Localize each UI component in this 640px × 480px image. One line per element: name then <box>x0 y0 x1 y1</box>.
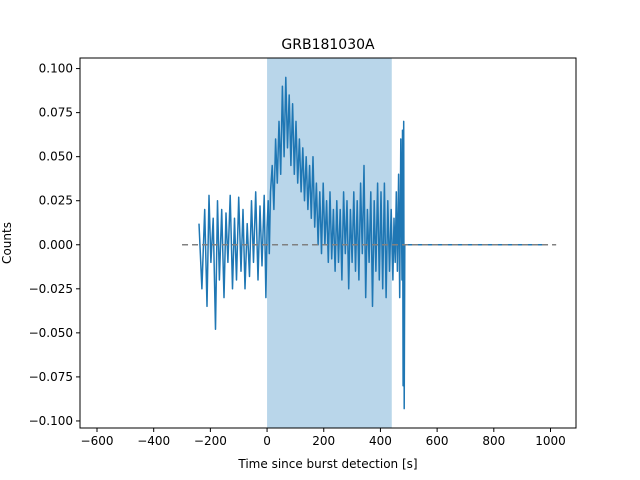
y-tick-label: −0.100 <box>29 414 73 428</box>
plot-area <box>182 58 557 428</box>
x-tick-label: −400 <box>137 434 170 448</box>
axes-frame <box>79 57 577 429</box>
x-axis-label: Time since burst detection [s] <box>237 457 417 471</box>
x-tick-label: 400 <box>369 434 392 448</box>
y-tick-label: −0.075 <box>29 370 73 384</box>
y-axis-label: Counts <box>0 222 14 264</box>
y-tick-label: −0.025 <box>29 282 73 296</box>
x-tick-label: 600 <box>426 434 449 448</box>
series-line-0 <box>198 76 545 410</box>
y-tick-label: −0.050 <box>29 326 73 340</box>
y-tick-label: 0.025 <box>39 194 73 208</box>
x-tick-label: 1000 <box>535 434 566 448</box>
x-tick-label: 800 <box>482 434 505 448</box>
x-tick-label: −200 <box>194 434 227 448</box>
y-tick-label: 0.050 <box>39 150 73 164</box>
x-tick-label: 0 <box>263 434 271 448</box>
chart-title: GRB181030A <box>281 37 375 53</box>
y-tick-label: 0.000 <box>39 238 73 252</box>
x-tick-label: 200 <box>312 434 335 448</box>
y-tick-label: 0.100 <box>39 62 73 76</box>
x-tick-label: −600 <box>81 434 114 448</box>
y-tick-label: 0.075 <box>39 106 73 120</box>
axis-ticks: −600 −400 −200 0 200 400 600 800 1000 −0.100 −0.07… <box>29 62 566 448</box>
